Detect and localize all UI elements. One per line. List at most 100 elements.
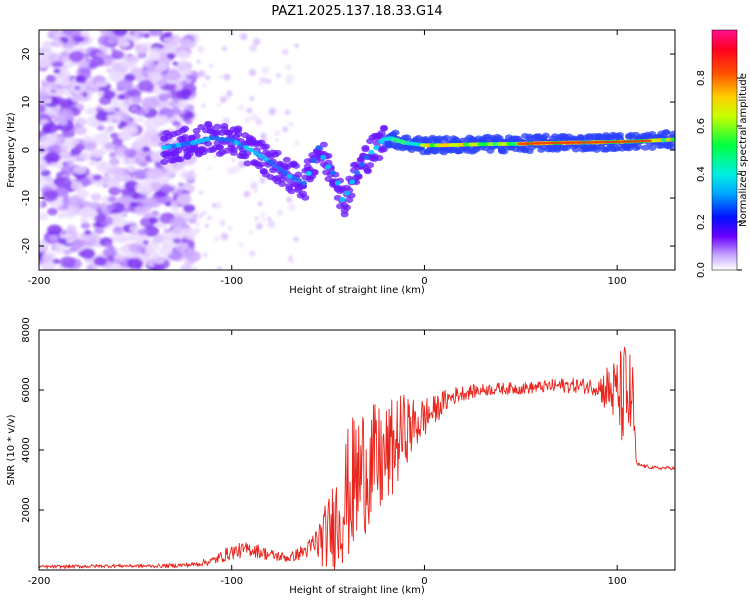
noise-blob xyxy=(202,83,207,88)
noise-blob xyxy=(127,257,143,270)
noise-blob xyxy=(246,107,253,114)
noise-blob xyxy=(97,149,107,156)
signal-peak xyxy=(603,140,612,144)
signal-core xyxy=(276,166,283,172)
signal-core xyxy=(286,173,293,179)
noise-blob xyxy=(107,106,116,113)
noise-blob xyxy=(133,30,142,36)
noise-blob xyxy=(285,63,292,71)
spectrogram-y-axis-label: Frequency (Hz) xyxy=(6,112,17,188)
signal-peak xyxy=(568,141,577,145)
noise-blob xyxy=(141,146,151,153)
signal-blob xyxy=(648,144,657,151)
signal-blob xyxy=(363,168,372,175)
signal-core xyxy=(267,159,274,165)
noise-blob xyxy=(108,157,120,166)
snr-x-tick-label: -200 xyxy=(28,576,51,587)
noise-blob xyxy=(161,73,169,79)
noise-blob xyxy=(211,203,217,208)
noise-blob xyxy=(109,151,117,158)
noise-blob xyxy=(138,79,155,92)
noise-blob xyxy=(153,255,166,265)
noise-blob xyxy=(103,248,117,258)
noise-blob xyxy=(142,240,149,245)
noise-blob xyxy=(193,267,198,270)
noise-blob xyxy=(44,98,52,104)
noise-blob xyxy=(88,159,98,167)
noise-blob xyxy=(42,51,59,64)
signal-peak xyxy=(580,141,589,144)
noise-blob xyxy=(126,55,137,63)
noise-blob xyxy=(286,196,293,203)
noise-blob xyxy=(40,63,47,68)
signal-peak xyxy=(586,141,595,144)
signal-peak xyxy=(522,142,531,146)
noise-blob xyxy=(250,113,258,121)
signal-blob xyxy=(243,160,252,167)
noise-blob xyxy=(165,70,181,81)
signal-blob xyxy=(282,156,291,163)
signal-blob xyxy=(319,141,328,148)
snr-y-tick-label: 8000 xyxy=(21,317,32,342)
noise-blob xyxy=(92,133,110,145)
noise-blob xyxy=(280,51,284,55)
noise-blob xyxy=(119,246,126,252)
signal-core xyxy=(195,139,201,145)
noise-blob xyxy=(253,38,261,46)
noise-blob xyxy=(77,47,85,53)
noise-blob xyxy=(135,108,146,116)
noise-blob xyxy=(95,106,104,113)
noise-blob xyxy=(126,167,133,172)
noise-blob xyxy=(107,195,117,203)
noise-blob xyxy=(243,190,251,198)
signal-blob xyxy=(181,134,190,141)
noise-blob xyxy=(248,68,257,77)
snr-y-tick-label: 4000 xyxy=(21,437,32,462)
noise-blob xyxy=(60,109,74,119)
noise-blob xyxy=(96,104,102,109)
noise-blob xyxy=(134,169,149,180)
signal-core xyxy=(257,153,264,159)
signal-blob xyxy=(220,122,229,129)
noise-blob xyxy=(147,182,161,192)
noise-blob xyxy=(266,78,271,84)
noise-blob xyxy=(294,43,299,48)
spectrogram-x-tick-label: -200 xyxy=(28,276,51,287)
noise-blob xyxy=(88,62,98,70)
noise-blob xyxy=(166,52,176,60)
noise-blob xyxy=(68,51,85,63)
noise-blob xyxy=(84,229,92,235)
spectrogram-image xyxy=(39,30,675,270)
noise-blob xyxy=(158,245,173,256)
noise-blob xyxy=(46,132,58,141)
signal-blob xyxy=(379,125,388,132)
signal-blob xyxy=(541,132,550,139)
signal-blob xyxy=(176,156,185,163)
signal-core xyxy=(339,197,346,202)
noise-blob xyxy=(143,225,160,237)
noise-blob xyxy=(62,208,77,219)
signal-core xyxy=(368,149,375,155)
signal-blob xyxy=(324,152,333,159)
noise-blob xyxy=(259,173,263,177)
noise-blob xyxy=(220,232,229,241)
spectrogram-x-axis-label: Height of straight line (km) xyxy=(289,285,425,296)
noise-blob xyxy=(198,190,204,196)
noise-blob xyxy=(294,140,300,147)
noise-blob xyxy=(288,203,296,211)
signal-peak xyxy=(615,140,624,144)
noise-blob xyxy=(130,106,138,111)
colorbar-tick-label: 0.0 xyxy=(696,262,707,278)
noise-blob xyxy=(182,224,191,233)
noise-blob xyxy=(257,201,263,207)
noise-blob xyxy=(261,77,268,84)
snr-x-axis-label: Height of straight line (km) xyxy=(289,585,425,596)
colorbar: 0.0 0.2 0.4 0.6 0.8 Normalized spectral ampl… xyxy=(696,29,749,278)
noise-blob xyxy=(94,214,106,223)
noise-blob xyxy=(244,116,251,124)
signal-core xyxy=(180,141,187,147)
noise-blob xyxy=(293,236,299,242)
noise-blob xyxy=(49,162,57,168)
signal-core xyxy=(670,137,675,142)
